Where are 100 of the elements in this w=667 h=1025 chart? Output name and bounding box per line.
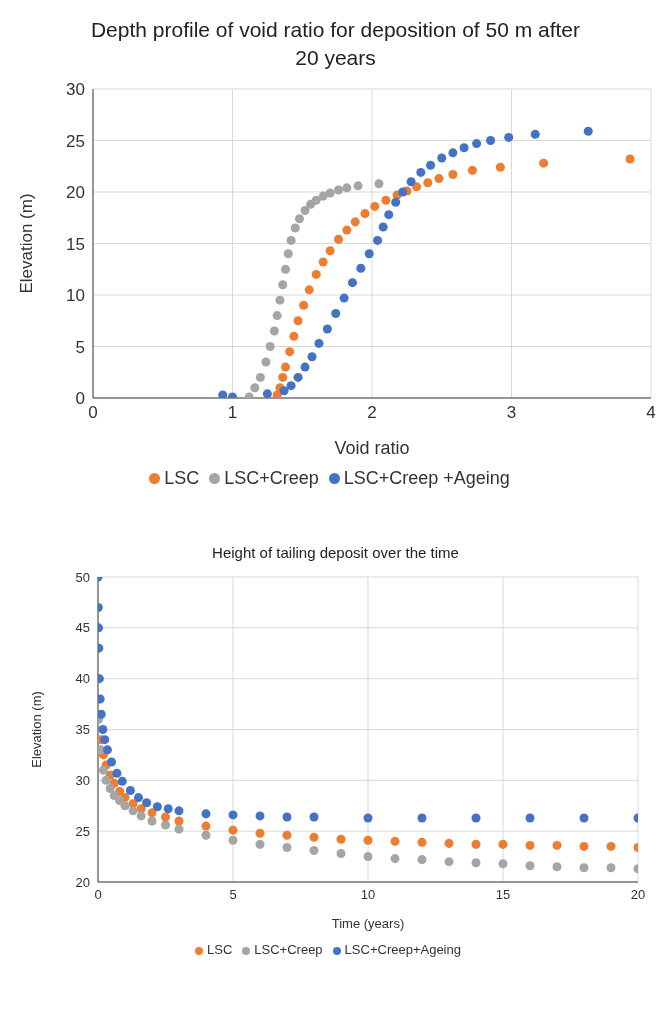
point xyxy=(255,811,265,821)
point xyxy=(471,839,481,849)
point xyxy=(374,178,384,188)
point xyxy=(163,804,173,814)
point xyxy=(147,808,157,818)
point xyxy=(142,798,152,808)
point xyxy=(269,326,279,336)
point xyxy=(471,858,481,868)
point xyxy=(579,813,589,823)
point xyxy=(391,197,401,207)
point xyxy=(347,277,357,287)
point xyxy=(255,828,265,838)
point xyxy=(579,863,589,873)
y-tick-label: 0 xyxy=(75,388,85,408)
point xyxy=(98,765,108,775)
point xyxy=(299,300,309,310)
point xyxy=(293,315,303,325)
x-tick-label: 3 xyxy=(506,402,517,422)
point xyxy=(160,812,171,822)
point xyxy=(281,264,291,274)
y-tick-label: 10 xyxy=(66,285,85,305)
point xyxy=(304,285,314,295)
point xyxy=(201,821,211,831)
y-tick-label: 20 xyxy=(66,182,85,202)
point xyxy=(437,153,447,163)
point xyxy=(552,840,562,850)
point xyxy=(309,832,319,842)
point xyxy=(282,830,292,840)
point xyxy=(498,839,508,849)
x-tick-label: 10 xyxy=(360,887,376,903)
y-tick-label: 50 xyxy=(75,569,90,585)
point xyxy=(350,217,360,227)
point xyxy=(342,183,352,193)
point xyxy=(472,138,482,148)
point xyxy=(228,835,238,845)
legend-label: LSC xyxy=(164,467,200,488)
point xyxy=(625,154,635,164)
point xyxy=(300,362,310,372)
chart-title: Height of tailing deposit over the time xyxy=(211,542,460,563)
point xyxy=(174,824,184,834)
point xyxy=(416,167,426,177)
legend-label: LSC+Creep xyxy=(224,467,319,488)
point xyxy=(285,346,295,356)
point xyxy=(218,390,228,398)
y-tick-label: 20 xyxy=(75,874,90,890)
point xyxy=(334,185,344,195)
point xyxy=(201,830,211,840)
point xyxy=(417,855,427,865)
point xyxy=(364,248,374,258)
point xyxy=(390,854,400,864)
point xyxy=(174,806,184,816)
y-tick-label: 45 xyxy=(75,620,90,636)
point xyxy=(539,158,549,168)
point xyxy=(331,308,341,318)
point xyxy=(356,263,366,273)
point xyxy=(444,838,454,848)
point xyxy=(112,768,122,778)
point xyxy=(100,735,110,745)
point xyxy=(117,776,127,786)
point xyxy=(290,223,300,233)
x-tick-label: 5 xyxy=(229,887,237,903)
point xyxy=(278,372,288,382)
y-tick-label: 30 xyxy=(75,772,90,788)
point xyxy=(147,816,157,826)
point xyxy=(525,861,535,871)
point xyxy=(606,863,616,873)
point xyxy=(486,135,496,145)
x-tick-label: 1 xyxy=(227,402,238,422)
x-axis-title: Time (years) xyxy=(331,915,405,931)
point xyxy=(294,213,304,223)
legend-label: LSC xyxy=(207,941,233,957)
point xyxy=(311,269,321,279)
point xyxy=(283,248,293,258)
y-tick-label: 35 xyxy=(75,722,90,738)
point xyxy=(381,195,391,205)
point xyxy=(228,810,238,820)
point xyxy=(322,324,332,334)
y-axis-title: Elevation (m) xyxy=(17,193,37,294)
point xyxy=(336,834,346,844)
point xyxy=(423,177,433,187)
point xyxy=(583,126,593,136)
point xyxy=(530,129,540,139)
point xyxy=(309,812,319,822)
x-tick-label: 2 xyxy=(367,402,377,422)
point xyxy=(495,162,505,172)
point xyxy=(417,813,427,823)
chart-title: Depth profile of void ratio for deposition of 50 m after 20 years xyxy=(89,17,582,72)
point xyxy=(105,783,115,793)
point xyxy=(98,709,106,719)
y-tick-label: 40 xyxy=(75,671,90,687)
point xyxy=(261,357,271,367)
point xyxy=(444,857,454,867)
point xyxy=(363,813,373,823)
y-tick-label: 25 xyxy=(75,823,90,839)
point xyxy=(448,169,458,179)
point xyxy=(606,841,616,851)
point xyxy=(250,382,260,392)
point xyxy=(342,225,352,235)
point xyxy=(289,331,299,341)
point xyxy=(467,165,477,175)
